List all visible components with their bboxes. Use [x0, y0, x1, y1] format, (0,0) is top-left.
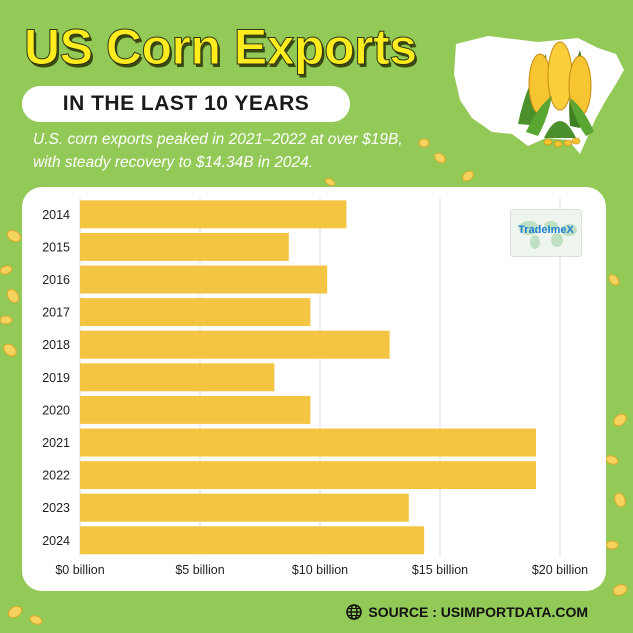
tradeimex-logo: TradeImeX	[510, 209, 582, 257]
chart-description: U.S. corn exports peaked in 2021–2022 at…	[33, 131, 403, 171]
bar-2019	[80, 363, 275, 392]
y-tick-label: 2017	[42, 306, 70, 320]
corn-icon	[518, 41, 594, 138]
y-tick-label: 2015	[42, 240, 70, 254]
x-tick-label: $20 billion	[532, 563, 588, 577]
bar-2017	[80, 298, 311, 327]
y-tick-label: 2014	[42, 208, 70, 222]
bar-2020	[80, 395, 311, 424]
subtitle-badge: IN THE LAST 10 YEARS	[22, 86, 350, 122]
y-tick-label: 2019	[42, 371, 70, 385]
x-tick-label: $5 billion	[175, 563, 224, 577]
bar-2015	[80, 232, 289, 261]
y-tick-label: 2023	[42, 501, 70, 515]
y-tick-label: 2018	[42, 338, 70, 352]
source-text: SOURCE : USIMPORTDATA.COM	[368, 604, 588, 620]
y-tick-label: 2024	[42, 534, 70, 548]
page-title: US Corn Exports	[24, 19, 418, 76]
source-credit: SOURCE : USIMPORTDATA.COM	[346, 604, 588, 620]
bar-2014	[80, 200, 347, 229]
bar-2023	[80, 493, 409, 522]
us-map-corn-illustration	[454, 36, 624, 154]
world-map-icon	[519, 221, 577, 249]
bar-2024	[80, 526, 425, 555]
logo-text: TradeImeX	[518, 224, 574, 236]
y-tick-label: 2020	[42, 403, 70, 417]
x-tick-label: $15 billion	[412, 563, 468, 577]
x-tick-label: $10 billion	[292, 563, 348, 577]
bar-2021	[80, 428, 536, 457]
y-tick-label: 2022	[42, 469, 70, 483]
bar-2016	[80, 265, 328, 294]
bar-2018	[80, 330, 390, 359]
x-tick-label: $0 billion	[55, 563, 104, 577]
y-tick-label: 2021	[42, 436, 70, 450]
bar-2022	[80, 461, 536, 490]
y-tick-label: 2016	[42, 273, 70, 287]
globe-icon	[346, 604, 363, 620]
